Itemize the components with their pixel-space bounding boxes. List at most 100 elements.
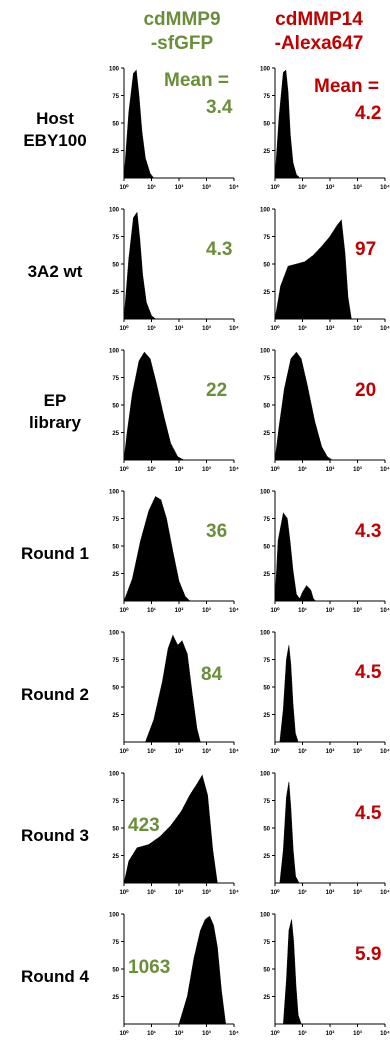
x-tick-label: 10⁴: [229, 608, 239, 614]
x-tick-label: 10³: [353, 466, 362, 473]
y-tick-label: 50: [263, 263, 270, 269]
x-tick-label: 10²: [175, 889, 184, 896]
x-tick-label: 10³: [353, 748, 362, 755]
x-tick-label: 10⁰: [119, 1030, 129, 1037]
green-histogram-panel: 100 75 50 25 10⁰ 10¹ 10² 10³ 10⁴: [109, 349, 239, 474]
x-tick-label: 10²: [175, 748, 184, 755]
x-tick-label: 10⁴: [229, 890, 239, 896]
x-tick-label: 10¹: [147, 889, 156, 896]
row-label: Round 3: [0, 825, 110, 847]
red-mean-value: 5.9: [355, 944, 382, 965]
x-tick-label: 10⁴: [380, 467, 390, 473]
histogram-area: [282, 919, 302, 1025]
y-tick-label: 100: [109, 631, 120, 637]
row-label: Round 1: [0, 543, 110, 565]
red-mean-value: 4.5: [355, 803, 382, 824]
x-tick-label: 10⁰: [119, 607, 129, 614]
x-tick-label: 10¹: [298, 607, 307, 614]
histogram-area: [279, 645, 299, 743]
x-tick-label: 10⁴: [380, 326, 390, 332]
x-tick-label: 10¹: [147, 748, 156, 755]
y-tick-label: 25: [263, 431, 270, 437]
histogram-area: [279, 781, 300, 884]
x-tick-label: 10¹: [147, 325, 156, 332]
row-label: 3A2 wt: [0, 261, 110, 283]
row-label-line1: EP: [43, 391, 67, 410]
y-tick-label: 75: [263, 940, 270, 946]
row-label: Round 2: [0, 684, 110, 706]
x-tick-label: 10¹: [147, 1030, 156, 1037]
x-tick-label: 10⁰: [119, 889, 129, 896]
x-tick-label: 10²: [175, 1030, 184, 1037]
y-tick-label: 25: [263, 713, 270, 719]
x-tick-label: 10³: [202, 1030, 211, 1037]
y-tick-label: 50: [112, 545, 119, 551]
y-tick-label: 100: [109, 913, 120, 919]
y-tick-label: 25: [112, 713, 119, 719]
histogram-area: [123, 351, 184, 461]
y-tick-label: 100: [109, 67, 120, 73]
green-header-line1: cdMMP9: [143, 9, 221, 30]
x-tick-label: 10⁴: [380, 1031, 390, 1037]
y-tick-label: 50: [263, 122, 270, 128]
y-tick-label: 100: [109, 349, 120, 355]
x-tick-label: 10⁰: [119, 325, 129, 332]
y-tick-label: 25: [112, 290, 119, 296]
red-mean-value: 4.2: [355, 103, 382, 124]
red-histogram-panel: 100 75 50 25 10⁰ 10¹ 10² 10³ 10⁴: [260, 349, 390, 474]
row-label-line1: Round 4: [21, 967, 89, 986]
red-histogram-panel: 100 75 50 25 10⁰ 10¹ 10² 10³ 10⁴: [260, 208, 390, 333]
x-tick-label: 10²: [326, 607, 335, 614]
row-label-line1: Host: [36, 109, 74, 128]
y-tick-label: 50: [263, 827, 270, 833]
y-tick-label: 25: [263, 149, 270, 155]
x-tick-label: 10³: [202, 889, 211, 896]
histogram-area: [274, 219, 352, 320]
row-label-line1: Round 2: [21, 685, 89, 704]
x-tick-label: 10⁰: [270, 748, 280, 755]
x-tick-label: 10⁰: [270, 325, 280, 332]
x-tick-label: 10³: [353, 889, 362, 896]
row-label-line1: Round 1: [21, 544, 89, 563]
green-histogram-panel: 100 75 50 25 10⁰ 10¹ 10² 10³ 10⁴: [109, 913, 239, 1038]
green-histogram-panel: 100 75 50 25 10⁰ 10¹ 10² 10³ 10⁴: [109, 490, 239, 615]
x-tick-label: 10²: [326, 889, 335, 896]
green-header-line2: -sfGFP: [150, 33, 214, 54]
green-mean-value: 1063: [128, 957, 171, 978]
x-tick-label: 10⁰: [119, 748, 129, 755]
green-mean-value: 423: [128, 815, 160, 836]
green-column-header: cdMMP9 -sfGFP: [112, 8, 252, 56]
histogram-area: [123, 211, 157, 320]
x-tick-label: 10¹: [298, 748, 307, 755]
y-tick-label: 100: [260, 631, 271, 637]
x-tick-label: 10⁰: [270, 607, 280, 614]
x-tick-label: 10¹: [298, 466, 307, 473]
y-tick-label: 100: [260, 772, 271, 778]
row-label-line1: Round 3: [21, 826, 89, 845]
x-tick-label: 10¹: [298, 184, 307, 191]
x-tick-label: 10²: [175, 184, 184, 191]
x-tick-label: 10⁴: [229, 749, 239, 755]
y-tick-label: 100: [260, 67, 271, 73]
x-tick-label: 10⁴: [380, 890, 390, 896]
y-tick-label: 100: [260, 208, 271, 214]
green-mean-title: Mean =: [164, 70, 229, 91]
y-tick-label: 75: [112, 517, 119, 523]
x-tick-label: 10⁴: [380, 185, 390, 191]
red-mean-value: 4.3: [355, 521, 382, 542]
y-tick-label: 75: [112, 658, 119, 664]
x-tick-label: 10²: [326, 748, 335, 755]
y-tick-label: 75: [112, 799, 119, 805]
y-tick-label: 25: [112, 995, 119, 1001]
green-mean-value: 84: [201, 664, 223, 685]
x-tick-label: 10³: [202, 184, 211, 191]
green-histogram-panel: 100 75 50 25 10⁰ 10¹ 10² 10³ 10⁴: [109, 208, 239, 333]
y-tick-label: 50: [112, 968, 119, 974]
red-header-line1: cdMMP14: [275, 9, 363, 30]
x-tick-label: 10¹: [147, 184, 156, 191]
x-tick-label: 10²: [175, 466, 184, 473]
y-tick-label: 75: [112, 235, 119, 241]
x-tick-label: 10⁰: [119, 184, 129, 191]
row-label-line2: library: [29, 413, 81, 432]
red-mean-value: 97: [355, 239, 377, 260]
